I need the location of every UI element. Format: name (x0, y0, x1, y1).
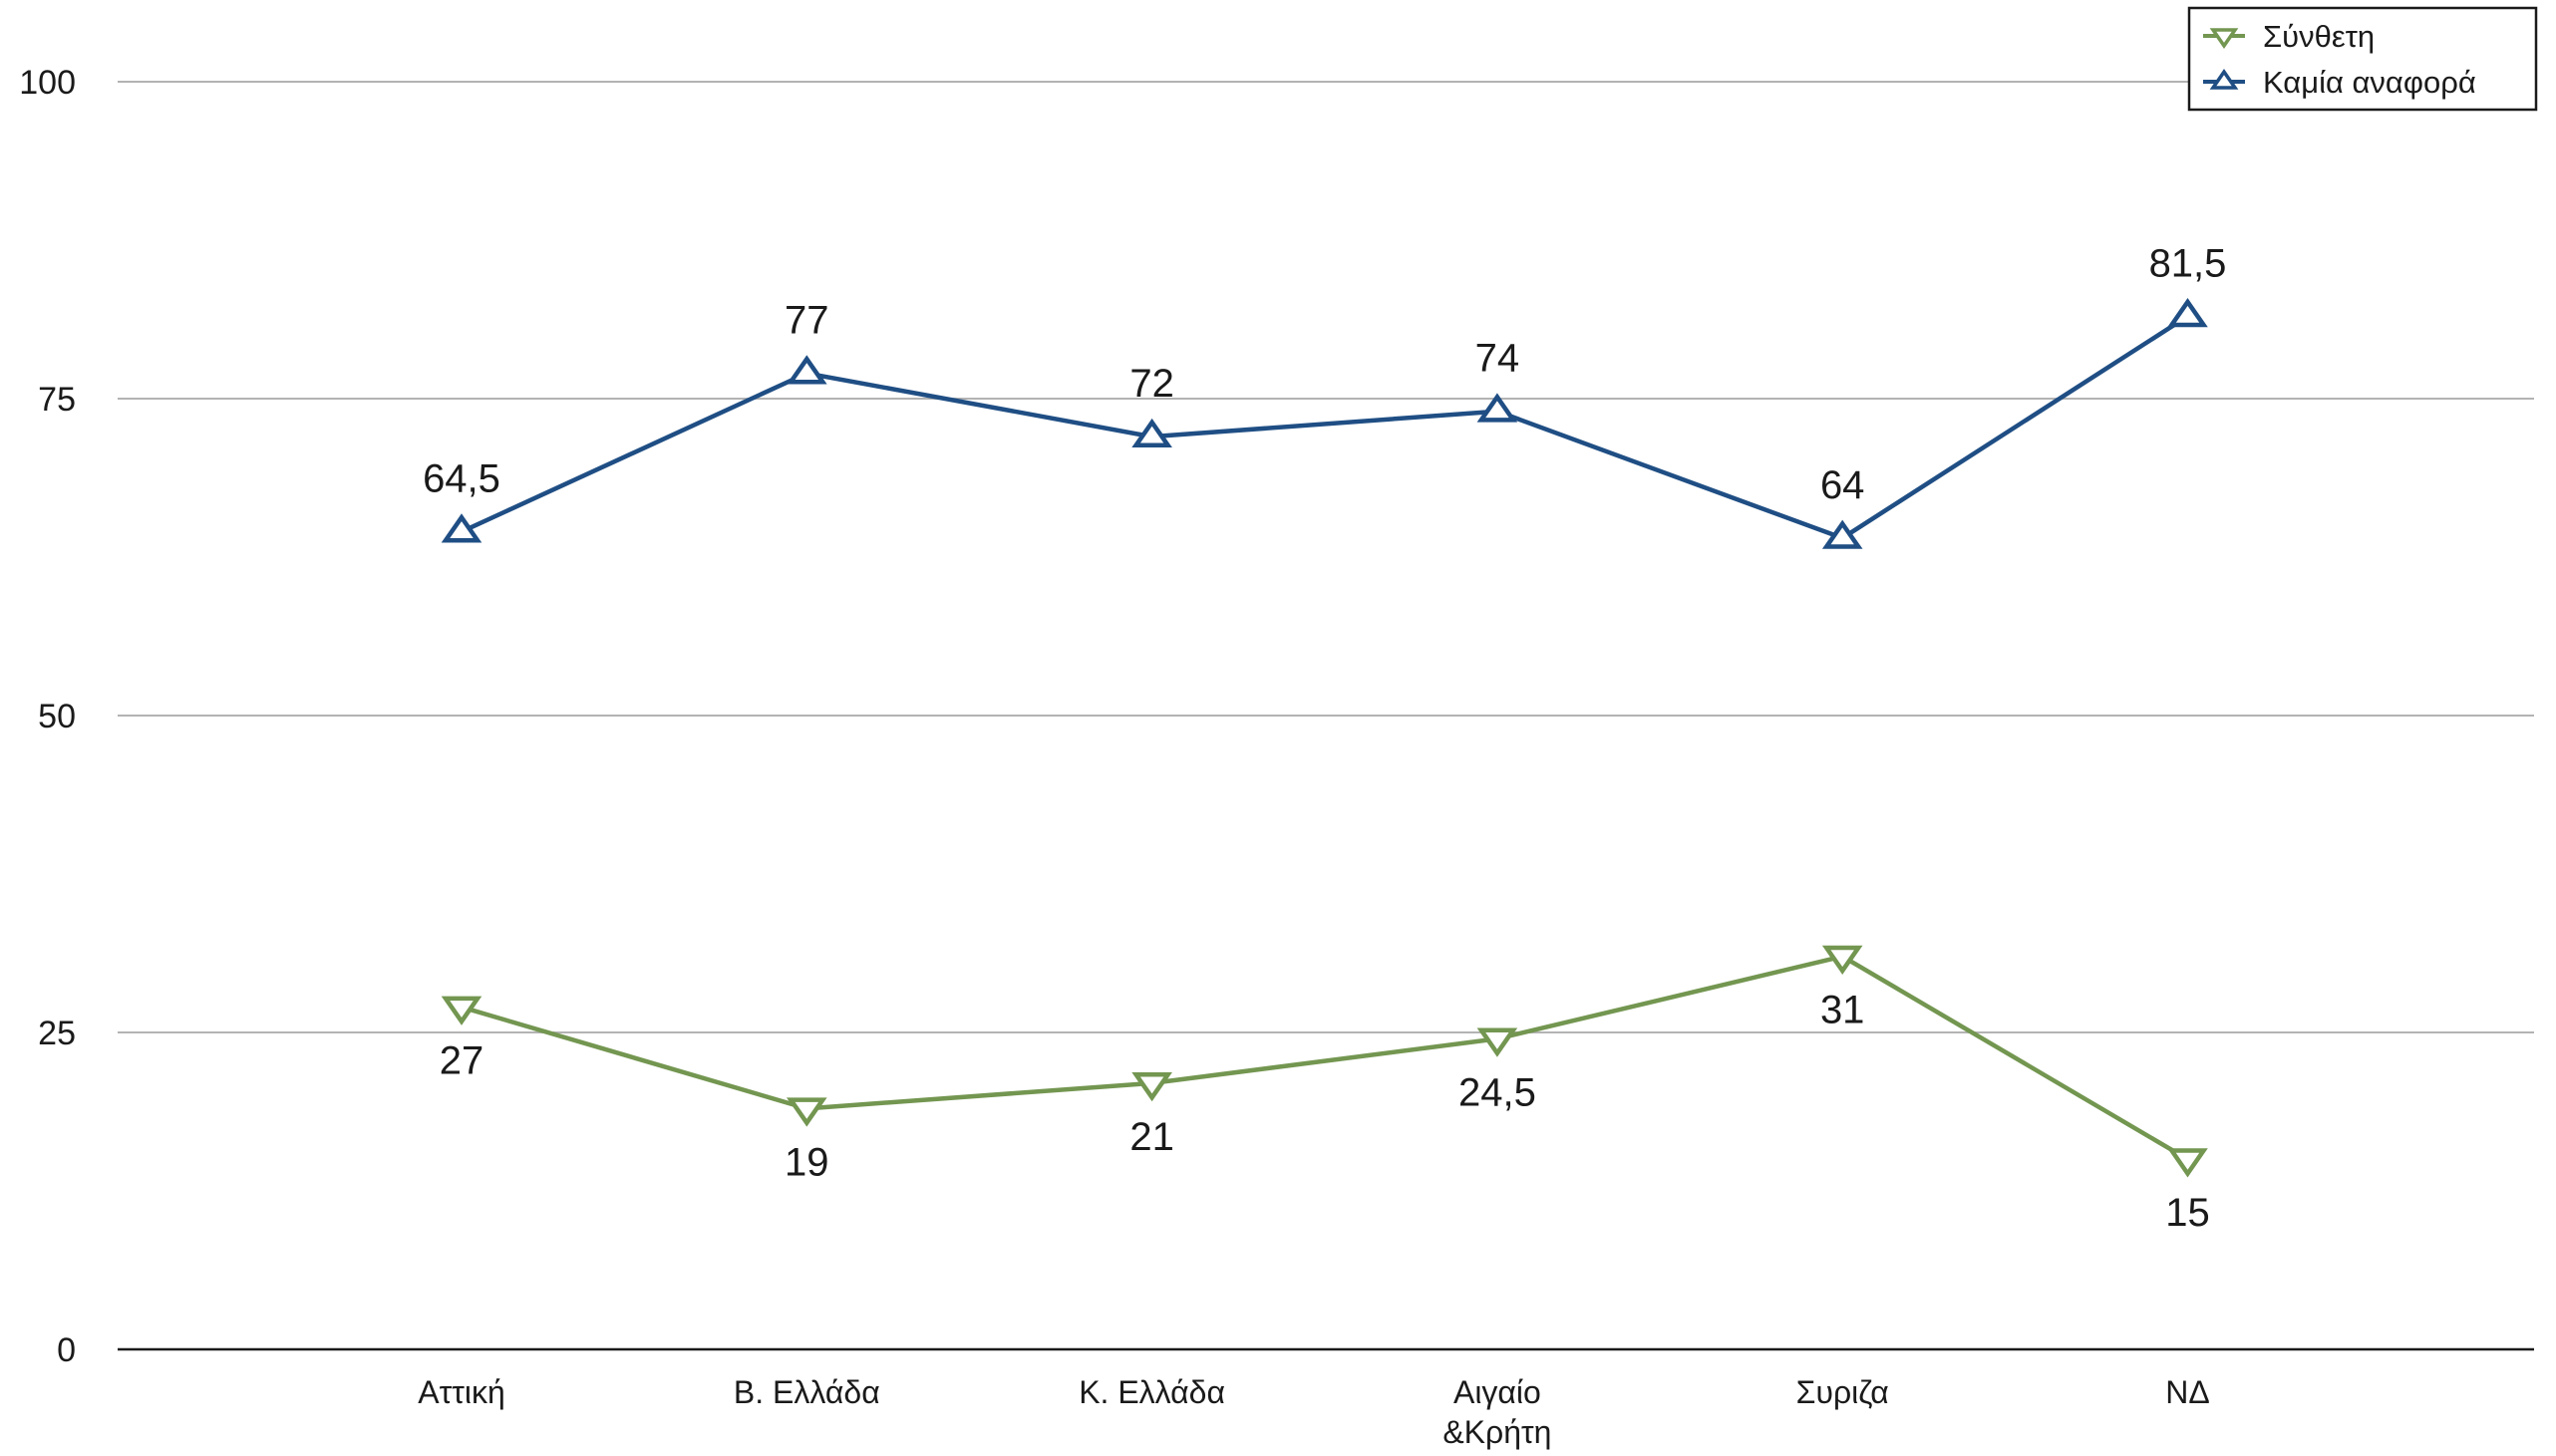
legend: Σύνθετη Καμία αναφορά (2187, 6, 2538, 112)
y-tick-label: 25 (38, 1015, 76, 1052)
legend-swatch-marker (2209, 28, 2239, 49)
data-point-marker (441, 513, 482, 543)
data-label: 81,5 (2149, 241, 2227, 285)
x-tick-label: Κ. Ελλάδα (1079, 1374, 1225, 1410)
data-point-marker (441, 996, 482, 1025)
data-point-marker (2167, 1148, 2208, 1178)
data-point-marker (2167, 297, 2208, 328)
series-line-0 (461, 954, 2189, 1162)
x-tick-label: Συριζα (1796, 1374, 1889, 1410)
y-tick-label: 75 (38, 381, 76, 419)
x-tick-label-line: ΝΔ (2165, 1374, 2209, 1410)
x-tick-label: Αιγαίο &Κρήτη (1442, 1374, 1551, 1450)
y-tick-label: 50 (38, 698, 76, 735)
x-tick-label: ΝΔ (2165, 1374, 2209, 1410)
gridlines (118, 81, 2534, 1033)
x-tick-label-line: Αττική (418, 1374, 505, 1410)
data-point-marker (1821, 945, 1863, 976)
series-line-1 (461, 314, 2189, 541)
data-point-marker (1131, 418, 1172, 448)
data-label: 19 (785, 1140, 829, 1184)
data-point-marker (786, 1097, 827, 1127)
data-point-marker (786, 355, 827, 385)
data-label: 64 (1820, 463, 1865, 507)
data-label: 72 (1129, 362, 1174, 406)
x-tick-label: Αττική (418, 1374, 505, 1410)
legend-swatch-marker (2209, 69, 2239, 90)
data-point-marker (1131, 1071, 1172, 1102)
axes: 0 25 50 75 100 Αττική Β. Ελλάδα Κ. Ελλάδα Αιγαίο… (19, 64, 2534, 1450)
data-label: 31 (1820, 989, 1865, 1032)
x-tick-label-line: Κ. Ελλάδα (1079, 1374, 1225, 1410)
x-tick-label-line: Β. Ελλάδα (734, 1374, 880, 1410)
data-label: 27 (440, 1039, 484, 1083)
data-point-marker (1821, 519, 1863, 549)
data-label: 74 (1475, 337, 1520, 381)
series-group: 27 19 21 24,5 31 15 64,5 77 72 74 64 81,5 (423, 241, 2226, 1235)
x-tick-label-line: Συριζα (1796, 1374, 1889, 1410)
x-tick-label-line: &Κρήτη (1442, 1414, 1551, 1450)
x-tick-label-line: Αιγαίο (1453, 1374, 1541, 1410)
data-label: 15 (2165, 1191, 2210, 1235)
y-tick-label: 0 (57, 1331, 76, 1369)
y-tick-label: 100 (19, 64, 76, 102)
legend-label: Καμία αναφορά (2263, 65, 2476, 100)
data-point-marker (1476, 393, 1518, 423)
data-label: 24,5 (1458, 1070, 1536, 1114)
data-label: 77 (785, 299, 829, 343)
x-tick-label: Β. Ελλάδα (734, 1374, 880, 1410)
legend-box (2187, 6, 2538, 112)
data-label: 21 (1129, 1115, 1174, 1159)
data-label: 64,5 (423, 457, 500, 501)
legend-label: Σύνθετη (2263, 19, 2375, 54)
data-point-marker (1476, 1027, 1518, 1057)
